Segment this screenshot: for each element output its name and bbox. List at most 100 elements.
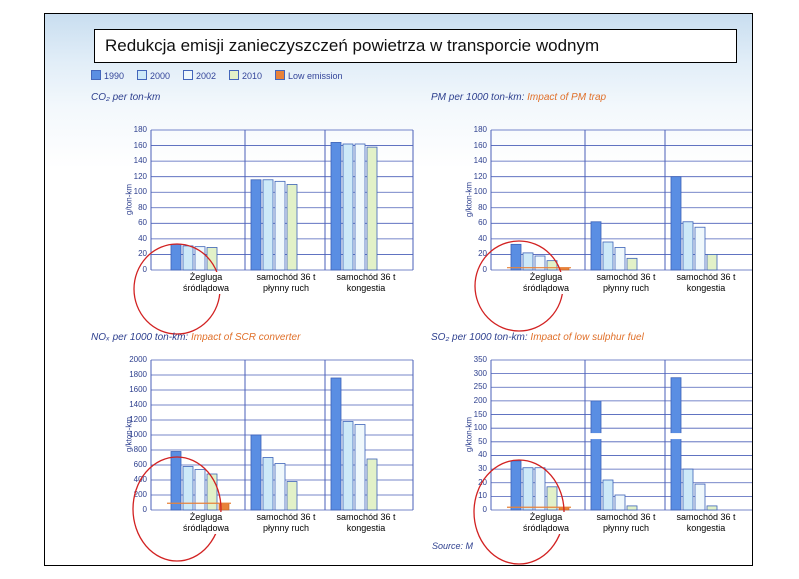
bar <box>590 400 602 511</box>
y-tick-label: 80 <box>138 202 147 212</box>
y-tick-label: 0 <box>482 505 487 514</box>
bar <box>546 260 558 271</box>
category-label: Żegluga śródlądowa <box>517 272 575 294</box>
chart-title-main: CO₂ per ton-km <box>91 92 161 103</box>
bar <box>274 180 286 271</box>
chart-title: CO₂ per ton-km <box>91 92 160 103</box>
bar <box>182 245 194 271</box>
y-tick-label: 80 <box>478 202 487 212</box>
bar <box>354 143 366 271</box>
axis-break-gap <box>670 433 682 440</box>
y-tick-label: 180 <box>473 125 487 134</box>
bar <box>522 252 534 271</box>
highlight-ellipse <box>132 456 222 562</box>
y-tick-label: 150 <box>473 409 487 419</box>
y-tick-label: 20 <box>138 249 147 259</box>
bar <box>602 241 614 271</box>
bar <box>670 176 682 271</box>
chart-plot <box>474 129 752 332</box>
legend-swatch <box>229 70 239 80</box>
y-tick-label: 1000 <box>129 430 147 439</box>
legend-label: 1990 <box>104 71 125 81</box>
bar <box>614 494 626 511</box>
bar <box>626 257 638 271</box>
legend-item: 2010 <box>229 70 262 82</box>
bar <box>342 143 354 271</box>
category-label: samochód 36 t płynny ruch <box>587 272 665 294</box>
slide: Redukcja emisji zanieczyszczeń powietrza… <box>44 13 753 566</box>
y-tick-label: 350 <box>473 355 487 364</box>
y-tick-label: 1400 <box>129 400 147 409</box>
y-tick-label: 250 <box>473 382 487 392</box>
bar <box>366 146 378 271</box>
chart-title-main: NOₓ per 1000 ton-km: <box>91 332 189 343</box>
y-tick-label: 300 <box>473 368 487 378</box>
bar <box>342 421 354 511</box>
y-tick-label: 0 <box>142 265 147 274</box>
bar <box>546 486 558 511</box>
legend-item: Low emission <box>275 70 343 82</box>
y-tick-label: 2000 <box>129 355 147 364</box>
chart-title: SO₂ per 1000 ton-km: Impact of low sulph… <box>431 332 644 343</box>
y-tick-label: 60 <box>138 218 147 228</box>
bar <box>694 226 706 271</box>
y-tick-label: 180 <box>133 125 147 134</box>
bar <box>250 179 262 271</box>
category-label: samochód 36 t płynny ruch <box>247 272 325 294</box>
y-tick-label: 1600 <box>129 385 147 394</box>
y-tick-label: 120 <box>133 171 147 181</box>
y-tick-label: 30 <box>478 464 487 474</box>
y-tick-label: 160 <box>473 140 487 150</box>
y-tick-label: 120 <box>473 171 487 181</box>
y-tick-label: 40 <box>478 450 487 460</box>
y-tick-label: 20 <box>478 249 487 259</box>
bar <box>614 247 626 271</box>
bar <box>534 255 546 271</box>
y-tick-label: 140 <box>473 156 487 166</box>
bar <box>706 505 718 511</box>
bar <box>330 377 342 511</box>
category-label: samochód 36 t płynny ruch <box>587 512 665 534</box>
y-tick-label: 160 <box>133 140 147 150</box>
bar <box>330 142 342 271</box>
bar <box>670 377 682 511</box>
axis-break-gap <box>590 433 602 440</box>
chart-plot <box>133 129 414 335</box>
bar <box>194 469 206 511</box>
chart-plot <box>132 359 414 562</box>
bar <box>682 221 694 271</box>
y-tick-label: 1200 <box>129 415 147 424</box>
bar <box>522 467 534 511</box>
y-tick-label: 200 <box>473 395 487 405</box>
category-label: samochód 36 t kongestia <box>327 272 405 294</box>
bar <box>170 451 182 511</box>
chart-panel: CO₂ per ton-km g/ton-km 0 20 40 60 80 100 120 140… <box>91 92 421 335</box>
category-label: Żegluga śródlądowa <box>517 512 575 534</box>
category-label: samochód 36 t płynny ruch <box>247 512 325 534</box>
category-label: samochód 36 t kongestia <box>667 512 745 534</box>
y-tick-label: 40 <box>478 233 487 243</box>
y-tick-label: 100 <box>473 423 487 433</box>
bar <box>206 473 218 511</box>
bar <box>510 460 522 511</box>
category-label: samochód 36 t kongestia <box>667 272 745 294</box>
bar <box>510 243 522 271</box>
legend-label: 2010 <box>242 71 263 81</box>
category-label: Żegluga śródlądowa <box>177 512 235 534</box>
source-note: Source: M <box>432 541 474 551</box>
bar <box>262 457 274 511</box>
y-tick-label: 100 <box>133 187 147 197</box>
y-tick-label: 10 <box>478 491 487 501</box>
y-tick-label: 0 <box>142 505 147 514</box>
legend-swatch <box>91 70 101 80</box>
chart-title-highlight: Impact of low sulphur fuel <box>527 332 644 343</box>
bar <box>590 221 602 271</box>
y-tick-label: 50 <box>478 436 487 446</box>
bar <box>354 424 366 511</box>
y-tick-label: 40 <box>138 233 147 243</box>
y-tick-label: 60 <box>478 218 487 228</box>
legend-swatch <box>275 70 285 80</box>
y-tick-label: 1800 <box>129 370 147 379</box>
bar <box>170 243 182 271</box>
bar <box>286 481 298 511</box>
